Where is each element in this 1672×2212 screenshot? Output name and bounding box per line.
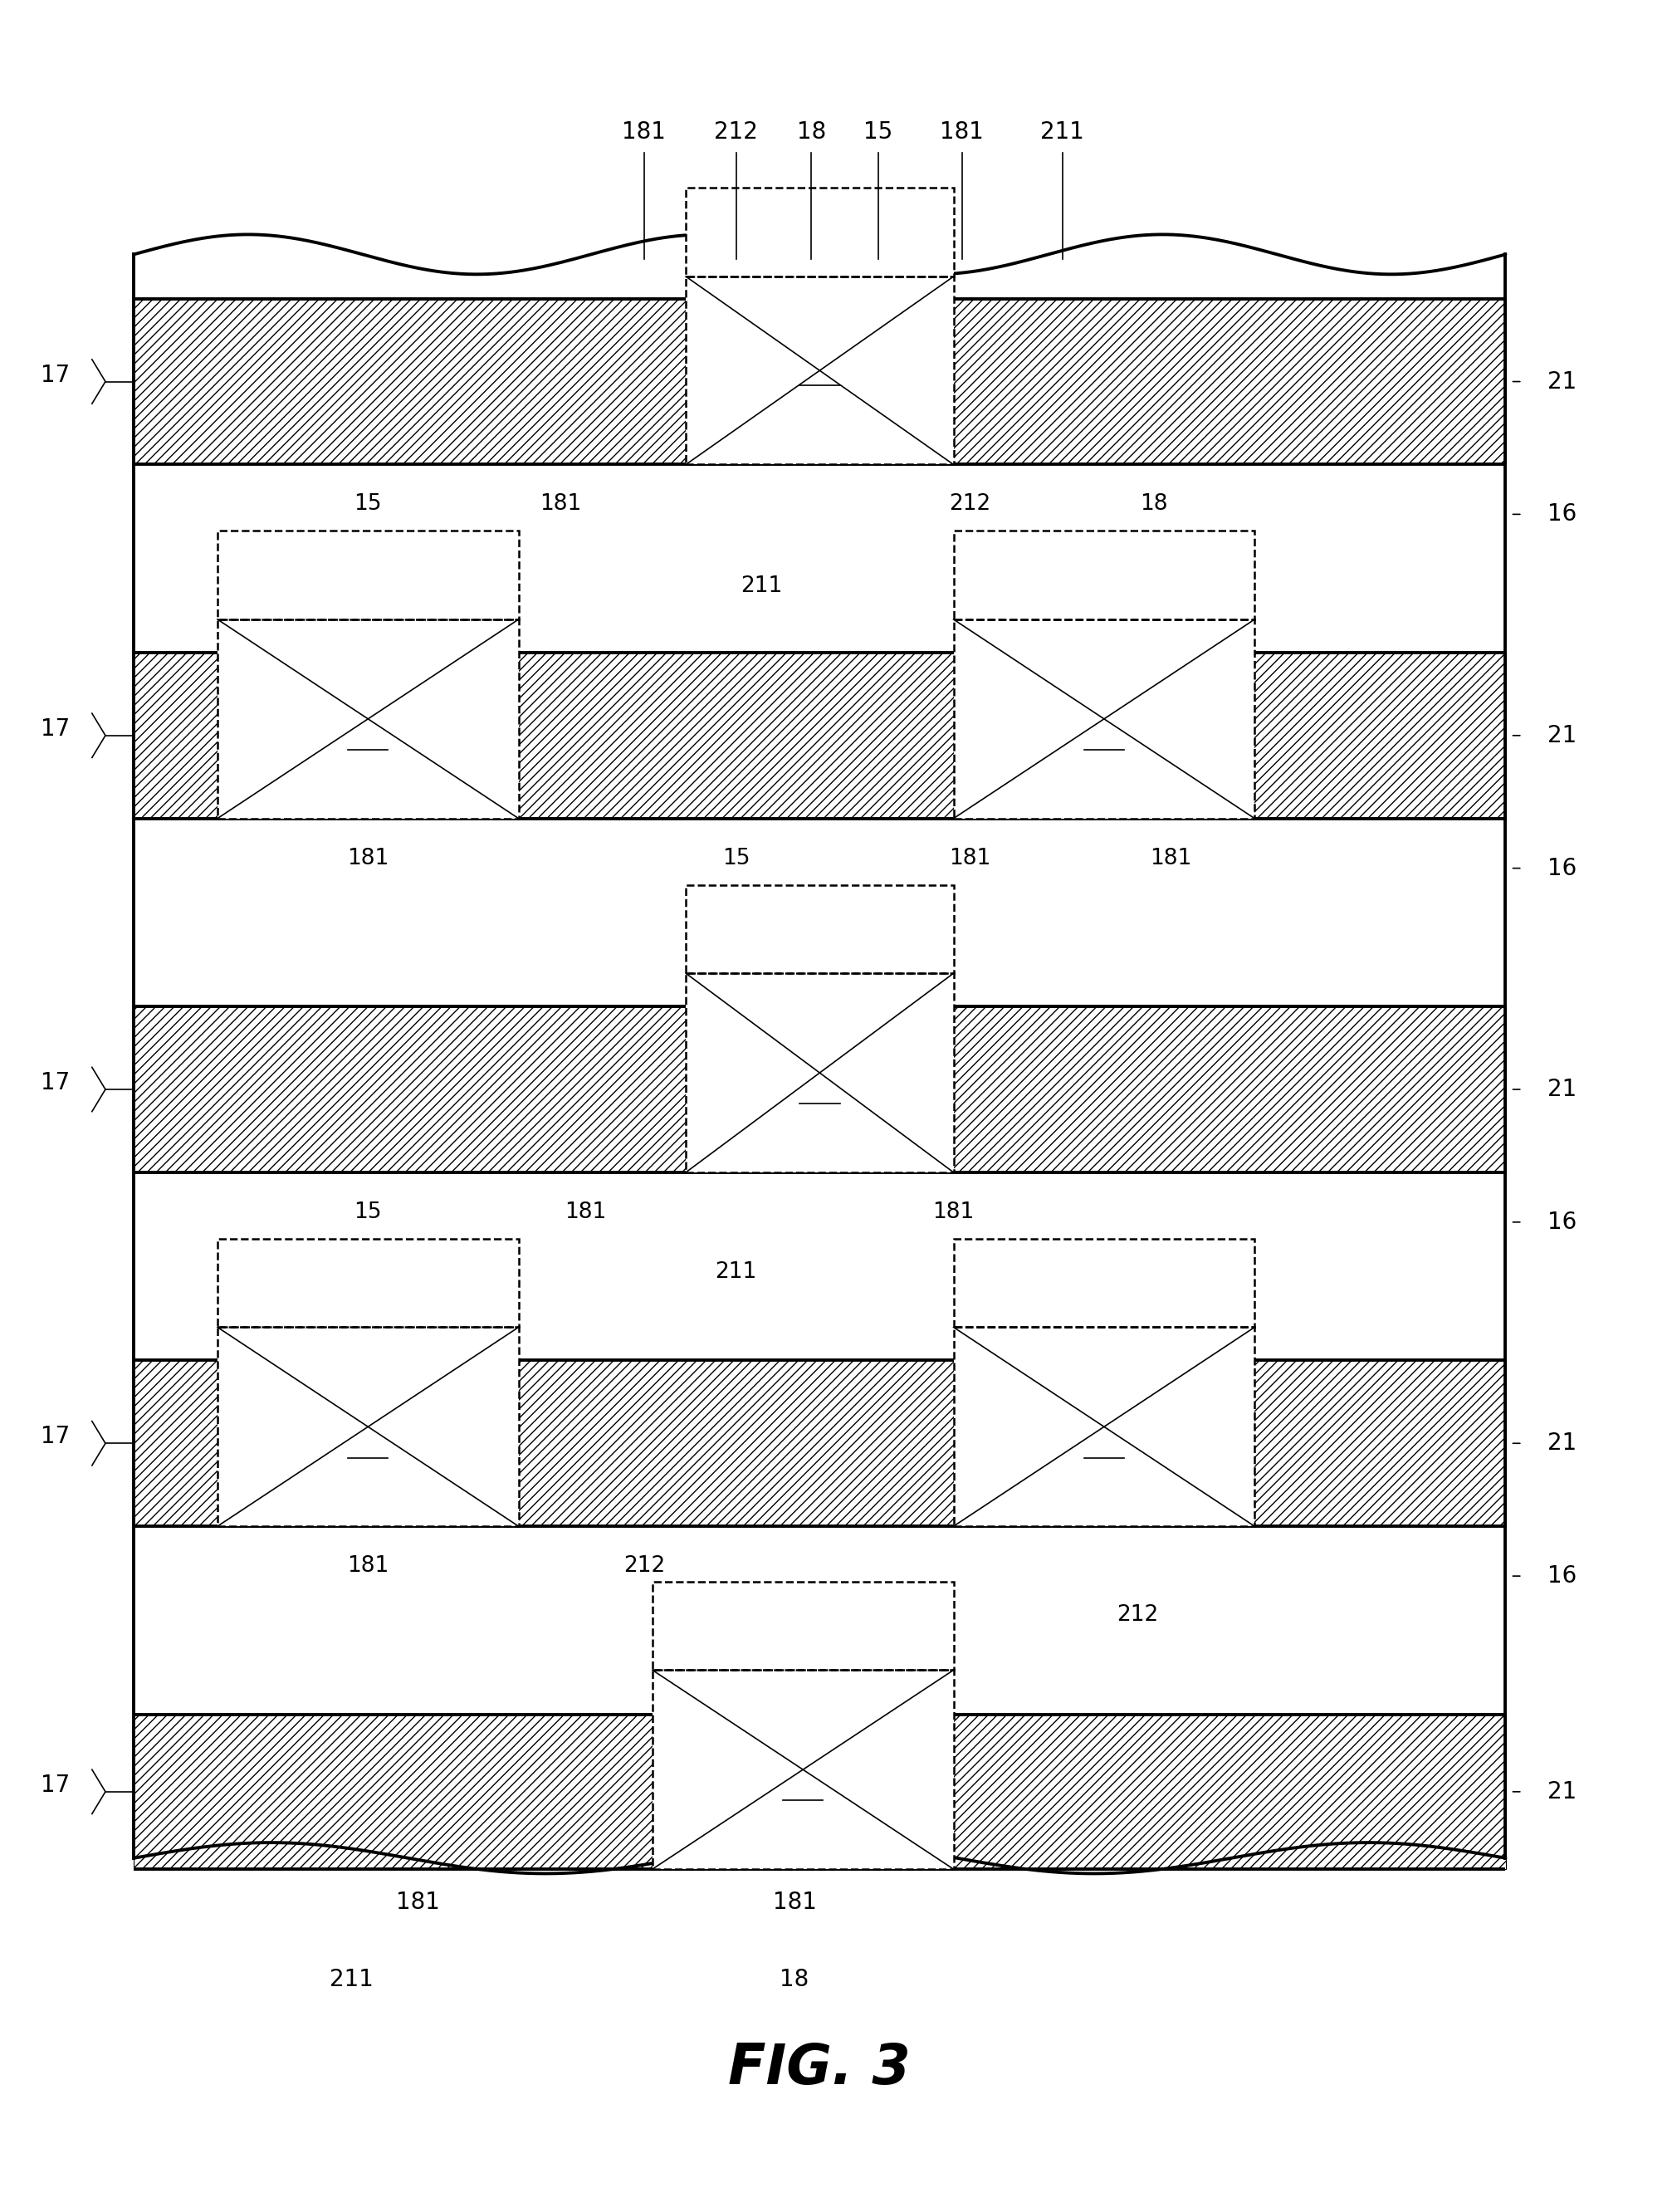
Text: 181: 181 (396, 1891, 440, 1913)
Bar (134, 1714, 1505, 1869)
Text: 181: 181 (540, 493, 580, 515)
Text: 21: 21 (1547, 369, 1575, 394)
Bar (686, 276, 953, 465)
Bar (953, 1327, 1254, 1526)
Text: 12: 12 (1088, 1427, 1119, 1449)
Text: 16: 16 (1547, 1210, 1575, 1234)
Text: 181: 181 (622, 119, 665, 144)
Text: 12: 12 (804, 354, 834, 376)
Bar (953, 531, 1254, 619)
Text: 21: 21 (1547, 723, 1575, 748)
Text: 15: 15 (863, 119, 893, 144)
Text: 212: 212 (1117, 1604, 1157, 1626)
Bar (217, 531, 518, 619)
Text: 17: 17 (42, 717, 70, 741)
Bar (686, 188, 953, 276)
Text: 12: 12 (353, 1427, 383, 1449)
Text: 211: 211 (329, 1969, 373, 1991)
Bar (217, 619, 518, 818)
Text: 16: 16 (1547, 502, 1575, 526)
Bar (134, 299, 1505, 465)
Bar (953, 531, 1254, 619)
Text: 212: 212 (247, 575, 288, 597)
Text: 16: 16 (1547, 856, 1575, 880)
Text: 18: 18 (779, 1969, 809, 1991)
Bar (217, 1239, 518, 1327)
Bar (953, 1239, 1254, 1327)
Bar (134, 254, 1505, 1858)
Text: 17: 17 (42, 1425, 70, 1449)
Bar (217, 1239, 518, 1327)
Text: 15: 15 (722, 847, 749, 869)
Bar (134, 1006, 1505, 1172)
Bar (686, 973, 953, 1172)
Text: 18: 18 (1140, 493, 1167, 515)
Bar (217, 619, 518, 818)
Text: 211: 211 (716, 1261, 756, 1283)
Bar (652, 1582, 953, 1670)
Bar (652, 1670, 953, 1869)
Text: 181: 181 (772, 1891, 816, 1913)
Bar (953, 1239, 1254, 1327)
Text: FIG. 3: FIG. 3 (727, 2042, 911, 2095)
Text: 212: 212 (1117, 1261, 1157, 1283)
Text: 15: 15 (354, 493, 381, 515)
Bar (686, 973, 953, 1172)
Text: 181: 181 (940, 119, 983, 144)
Text: 181: 181 (1150, 847, 1190, 869)
Bar (217, 1327, 518, 1526)
Text: 21: 21 (1547, 1431, 1575, 1455)
Text: 212: 212 (950, 493, 990, 515)
Text: 211: 211 (1040, 119, 1083, 144)
Bar (134, 1360, 1505, 1526)
Bar (134, 1360, 1505, 1526)
Text: 212: 212 (714, 119, 757, 144)
Bar (652, 1582, 953, 1670)
Bar (134, 653, 1505, 818)
Text: 181: 181 (348, 1555, 388, 1577)
Text: 16: 16 (1547, 1564, 1575, 1588)
Text: 21: 21 (1547, 1077, 1575, 1102)
Bar (686, 885, 953, 973)
Text: 15: 15 (354, 1201, 381, 1223)
Text: 17: 17 (42, 1071, 70, 1095)
Bar (652, 1670, 953, 1869)
Text: 15: 15 (848, 1615, 874, 1637)
Text: 17: 17 (42, 363, 70, 387)
Bar (686, 188, 953, 276)
Text: 15: 15 (1207, 553, 1234, 575)
Text: 18: 18 (796, 119, 826, 144)
Text: 181: 181 (950, 847, 990, 869)
Bar (953, 619, 1254, 818)
Text: 12: 12 (788, 1770, 818, 1792)
Bar (953, 1327, 1254, 1526)
Bar (134, 299, 1505, 465)
Bar (134, 653, 1505, 818)
Bar (217, 1327, 518, 1526)
Bar (134, 1006, 1505, 1172)
Text: 17: 17 (42, 1774, 70, 1796)
Text: 181: 181 (565, 1201, 605, 1223)
Text: 181: 181 (348, 847, 388, 869)
Text: 211: 211 (741, 575, 781, 597)
Text: 212: 212 (624, 1555, 664, 1577)
Text: 12: 12 (1088, 719, 1119, 741)
Bar (217, 531, 518, 619)
Text: 21: 21 (1547, 1781, 1575, 1803)
Bar (686, 885, 953, 973)
Bar (953, 619, 1254, 818)
Text: 12: 12 (804, 1073, 834, 1095)
Text: 181: 181 (933, 1201, 973, 1223)
Bar (686, 276, 953, 465)
Bar (134, 1714, 1505, 1869)
Text: 12: 12 (353, 719, 383, 741)
